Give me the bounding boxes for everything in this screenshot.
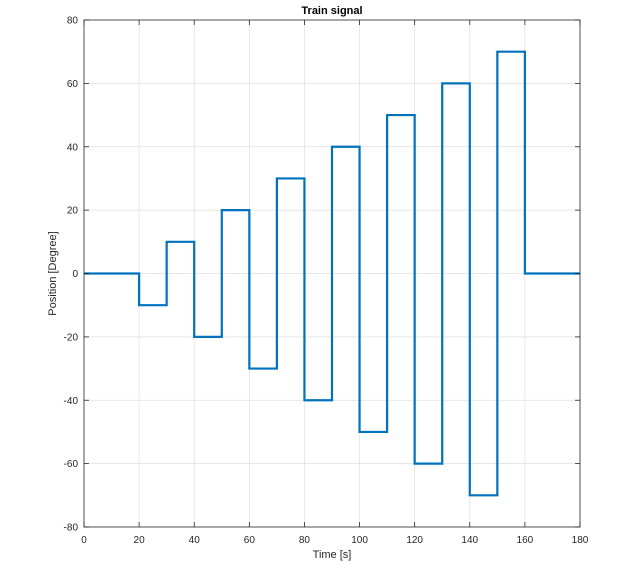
- y-axis-label: Position [Degree]: [47, 231, 59, 315]
- y-tick-label: -40: [64, 396, 79, 407]
- x-tick-labels: 0 20 40 60 80 100 120 140 160 180: [81, 535, 589, 546]
- x-tick-label: 160: [517, 535, 534, 546]
- x-tick-label: 120: [406, 535, 423, 546]
- y-tick-label: -80: [64, 523, 79, 534]
- x-tick-label: 100: [351, 535, 368, 546]
- x-tick-label: 180: [572, 535, 589, 546]
- y-tick-labels: -80 -60 -40 -20 0 20 40 60 80: [64, 16, 79, 534]
- tick-marks: [83, 19, 581, 528]
- y-tick-label: -20: [64, 332, 79, 343]
- chart-title: Train signal: [301, 5, 362, 17]
- x-tick-label: 140: [461, 535, 478, 546]
- x-tick-label: 20: [134, 535, 146, 546]
- x-tick-label: 0: [81, 535, 87, 546]
- y-tick-label: 0: [72, 269, 78, 280]
- y-tick-label: 20: [67, 206, 79, 217]
- x-tick-label: 60: [244, 535, 256, 546]
- y-tick-label: 60: [67, 79, 79, 90]
- y-tick-label: 80: [67, 16, 79, 27]
- y-tick-label: 40: [67, 142, 79, 153]
- series-line-0: [84, 50, 580, 497]
- x-tick-label: 80: [299, 535, 311, 546]
- y-tick-label: -60: [64, 459, 79, 470]
- x-tick-label: 40: [189, 535, 201, 546]
- x-axis-label: Time [s]: [313, 549, 352, 561]
- series-layer: [84, 50, 580, 497]
